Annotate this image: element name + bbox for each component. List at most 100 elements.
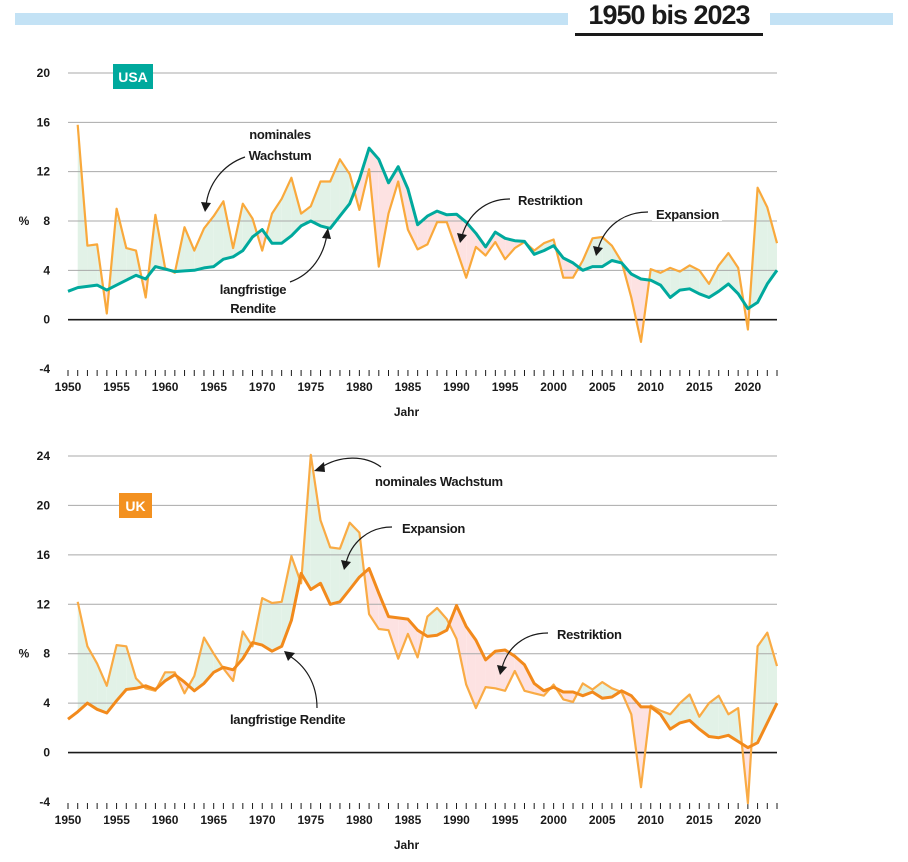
arrowhead [314, 462, 325, 472]
country-label: UK [125, 498, 145, 514]
x-tick-label: 1980 [346, 380, 373, 394]
expansion-area [670, 267, 680, 298]
country-badge [119, 493, 152, 518]
restriction-area [631, 274, 642, 342]
arrow-yield [289, 233, 328, 283]
expansion-area [718, 695, 729, 738]
x-tick-label: 1985 [395, 380, 422, 394]
x-tick-label: 1955 [103, 813, 130, 827]
arrow-restriction [501, 632, 549, 669]
nominal-growth-line [76, 124, 779, 343]
uk-arrowheads [284, 462, 507, 675]
expansion-area [116, 645, 127, 701]
expansion-area [310, 454, 321, 590]
expansion-area [77, 601, 88, 712]
x-tick-label: 2010 [637, 380, 664, 394]
x-tick-label: 2010 [637, 813, 664, 827]
expansion-area [242, 631, 252, 659]
y-tick-label: 20 [37, 66, 51, 80]
y-tick-label: 4 [43, 696, 50, 710]
uk-chart: -4 0 4 8 12 16 20 24% 1950 1955 1960 1965 1970 1975 19… [19, 449, 779, 852]
expansion-area [87, 244, 98, 287]
uk-annotations [287, 457, 549, 709]
expansion-area [728, 708, 739, 742]
restriction-area [427, 211, 438, 245]
expansion-area [660, 267, 671, 298]
yield-line [67, 146, 779, 311]
x-tick-label: 1990 [443, 380, 470, 394]
y-tick-label: 12 [37, 597, 51, 611]
expansion-area [106, 645, 117, 714]
x-tick-label: 1970 [249, 380, 276, 394]
expansion-area [116, 208, 127, 286]
y-tick-label: 20 [37, 498, 51, 512]
expansion-area [728, 253, 739, 294]
restriction-area [514, 656, 525, 691]
arrow-nominal [205, 156, 246, 207]
y-tick-label: 8 [43, 647, 50, 661]
usa-arrowheads [201, 202, 603, 256]
expansion-area [271, 601, 282, 652]
expansion-area [670, 703, 680, 730]
expansion-area [203, 637, 214, 684]
expansion-area [699, 703, 710, 737]
restriction-area [456, 605, 467, 685]
x-tick-label: 1960 [152, 813, 179, 827]
restriction-area [485, 651, 496, 689]
x-tick-label: 1950 [55, 813, 82, 827]
x-tick-label: 1975 [297, 380, 324, 394]
y-tick-label: -4 [39, 362, 50, 376]
expansion-area [203, 216, 214, 268]
header-underline [575, 33, 763, 36]
restriction-area [378, 159, 389, 267]
y-tick-label: 12 [37, 165, 51, 179]
arrowhead [284, 651, 295, 661]
expansion-area [757, 187, 768, 303]
x-tick-label: 2015 [686, 380, 713, 394]
y-tick-label: 0 [43, 746, 50, 760]
expansion-area [87, 646, 98, 710]
expansion-area [213, 201, 224, 267]
arrow-nominal [319, 457, 382, 469]
x-tick-label: 2005 [589, 380, 616, 394]
restriction-area [398, 617, 408, 659]
usa-chart: -4 0 4 8 12 16 20% 1950 1955 1960 1965 1970 1975 1980… [19, 64, 779, 419]
country-badge [113, 64, 153, 89]
x-tick-label: 1990 [443, 813, 470, 827]
y-tick-label: 0 [43, 313, 50, 327]
usa-label-nominal-2: Wachstum [249, 148, 312, 163]
arrow-expansion [345, 526, 393, 564]
expansion-area [709, 695, 719, 738]
header-bar-left [15, 13, 568, 25]
y-tick-label: 4 [43, 263, 50, 277]
expansion-label-bg [652, 207, 722, 221]
x-tick-label: 2020 [735, 380, 762, 394]
expansion-area [126, 248, 136, 281]
arrow-expansion [597, 211, 649, 250]
expansion-area [592, 682, 603, 699]
arrowhead [201, 202, 211, 212]
expansion-area [699, 270, 710, 298]
usa-label-restriction: Restriktion [518, 193, 583, 208]
expansion-area [349, 522, 360, 590]
x-tick-label: 1995 [492, 813, 519, 827]
x-tick-label: 2000 [540, 813, 567, 827]
expansion-area [194, 228, 204, 271]
y-tick-label: 8 [43, 214, 50, 228]
restriction-area [388, 616, 399, 659]
yield-line [67, 567, 779, 750]
usa-label-yield-1: langfristige [220, 282, 287, 297]
x-tick-label: 1960 [152, 380, 179, 394]
uk-label-restriction: Restriktion [557, 627, 622, 642]
usa-label-nominal-1: nominales [249, 127, 311, 142]
expansion-area [767, 207, 777, 284]
expansion-area [437, 607, 447, 636]
expansion-area [184, 227, 195, 271]
x-tick-label: 2000 [540, 380, 567, 394]
x-tick-label: 2020 [735, 813, 762, 827]
y-tick-label: 24 [37, 449, 51, 463]
expansion-area [602, 682, 612, 699]
arrowhead [497, 665, 507, 675]
x-tick-label: 1985 [395, 813, 422, 827]
